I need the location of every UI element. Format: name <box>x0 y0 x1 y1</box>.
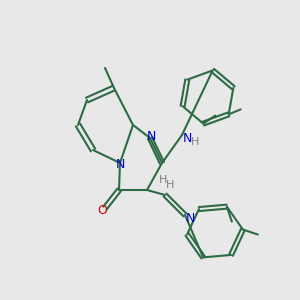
Text: N: N <box>115 158 125 170</box>
Text: H: H <box>166 180 174 190</box>
Text: H: H <box>159 175 167 185</box>
Text: N: N <box>146 130 156 143</box>
Text: N: N <box>185 212 195 224</box>
Text: H: H <box>191 137 199 147</box>
Text: N: N <box>182 131 192 145</box>
Text: O: O <box>97 203 107 217</box>
